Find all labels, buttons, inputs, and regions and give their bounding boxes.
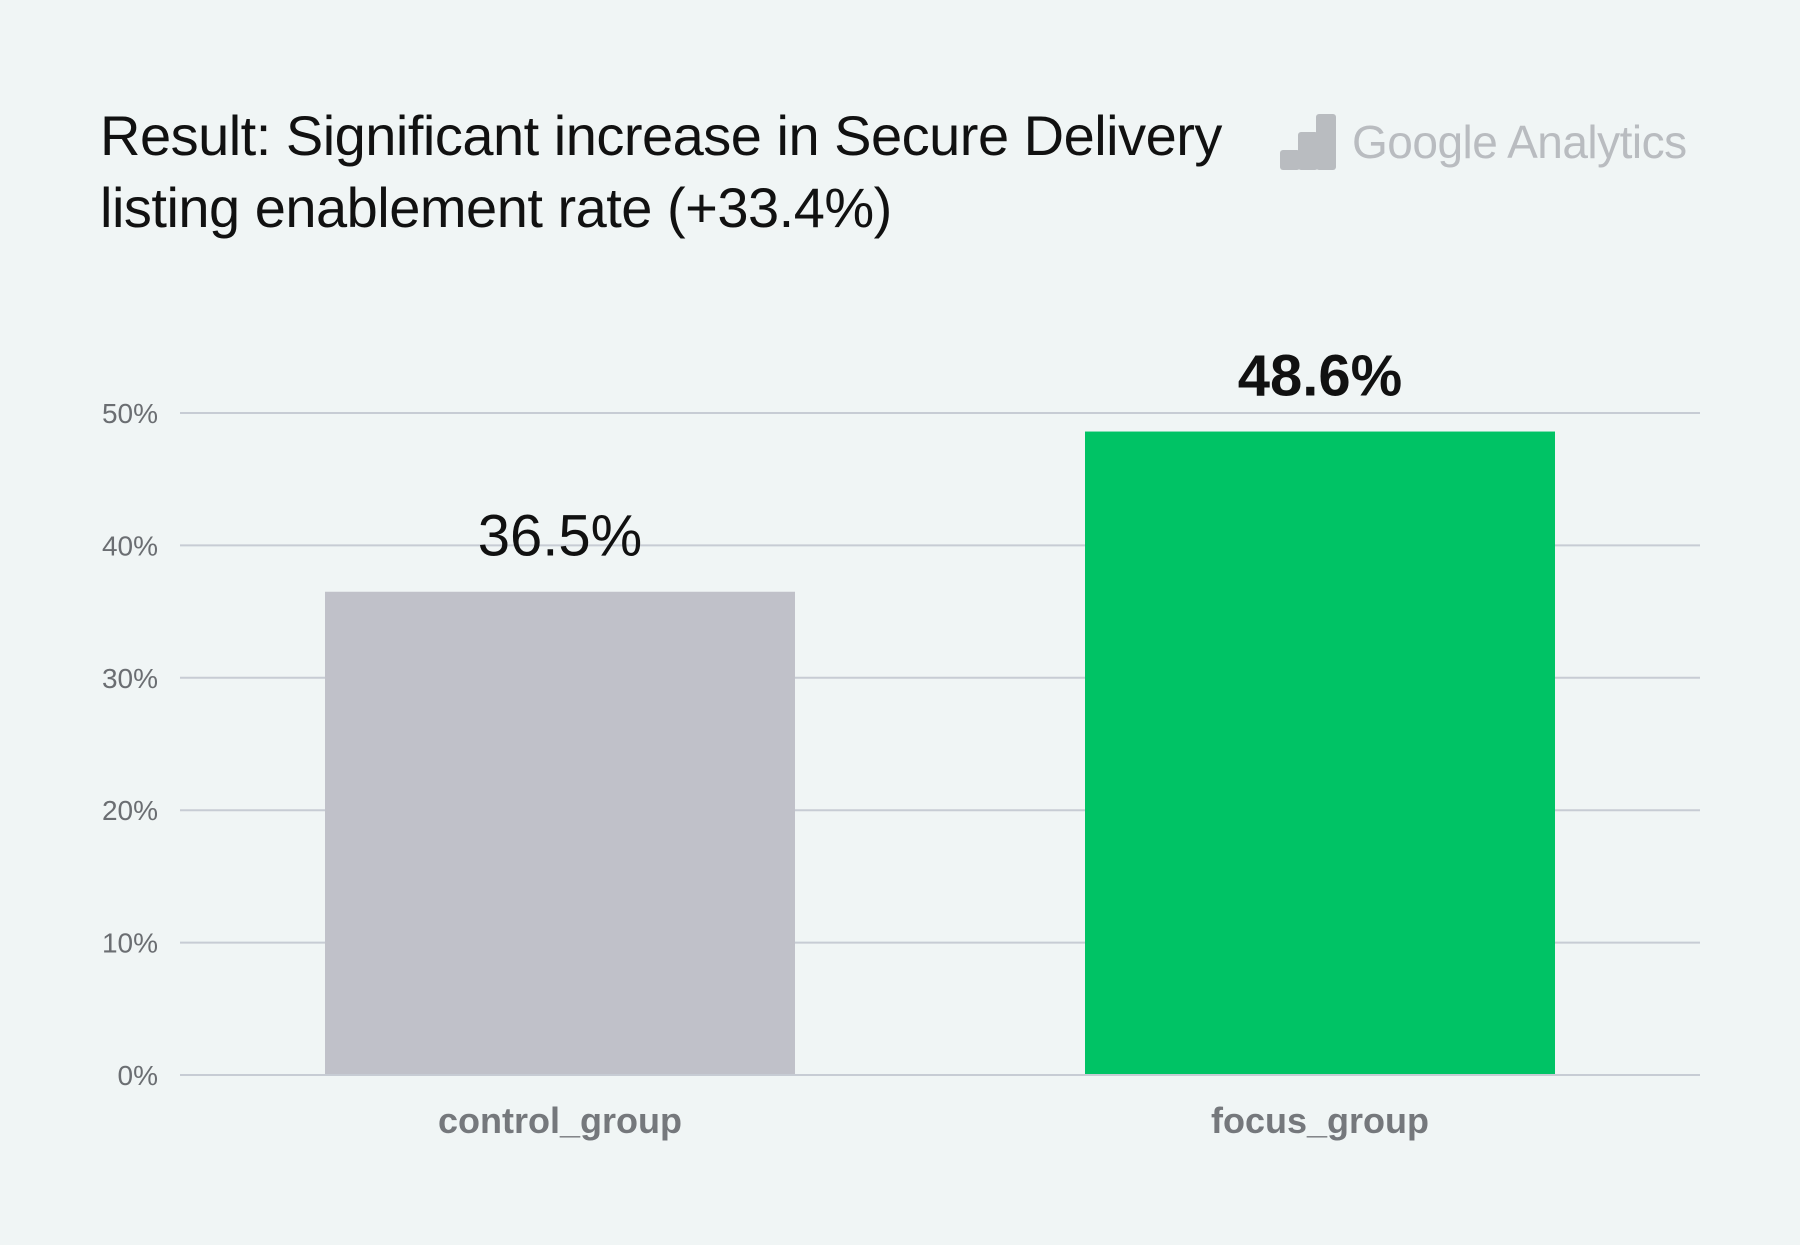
chart-title: Result: Significant increase in Secure D… bbox=[100, 104, 1222, 239]
value-label-control_group: 36.5% bbox=[478, 504, 642, 569]
y-tick-label: 50% bbox=[102, 398, 158, 429]
y-tick-label: 20% bbox=[102, 795, 158, 826]
y-tick-label: 30% bbox=[102, 663, 158, 694]
y-tick-label: 0% bbox=[118, 1060, 158, 1091]
bar-focus_group bbox=[1085, 431, 1555, 1075]
value-label-focus_group: 48.6% bbox=[1238, 344, 1402, 409]
google-analytics-logo-icon bbox=[1280, 114, 1336, 170]
bar-control_group bbox=[325, 591, 795, 1075]
brand-logo: Google Analytics bbox=[1280, 112, 1687, 172]
brand-name: Google Analytics bbox=[1352, 116, 1687, 168]
y-tick-label: 10% bbox=[102, 928, 158, 959]
x-tick-label-focus_group: focus_group bbox=[1211, 1100, 1429, 1141]
x-tick-label-control_group: control_group bbox=[438, 1100, 682, 1141]
y-tick-label: 40% bbox=[102, 530, 158, 561]
